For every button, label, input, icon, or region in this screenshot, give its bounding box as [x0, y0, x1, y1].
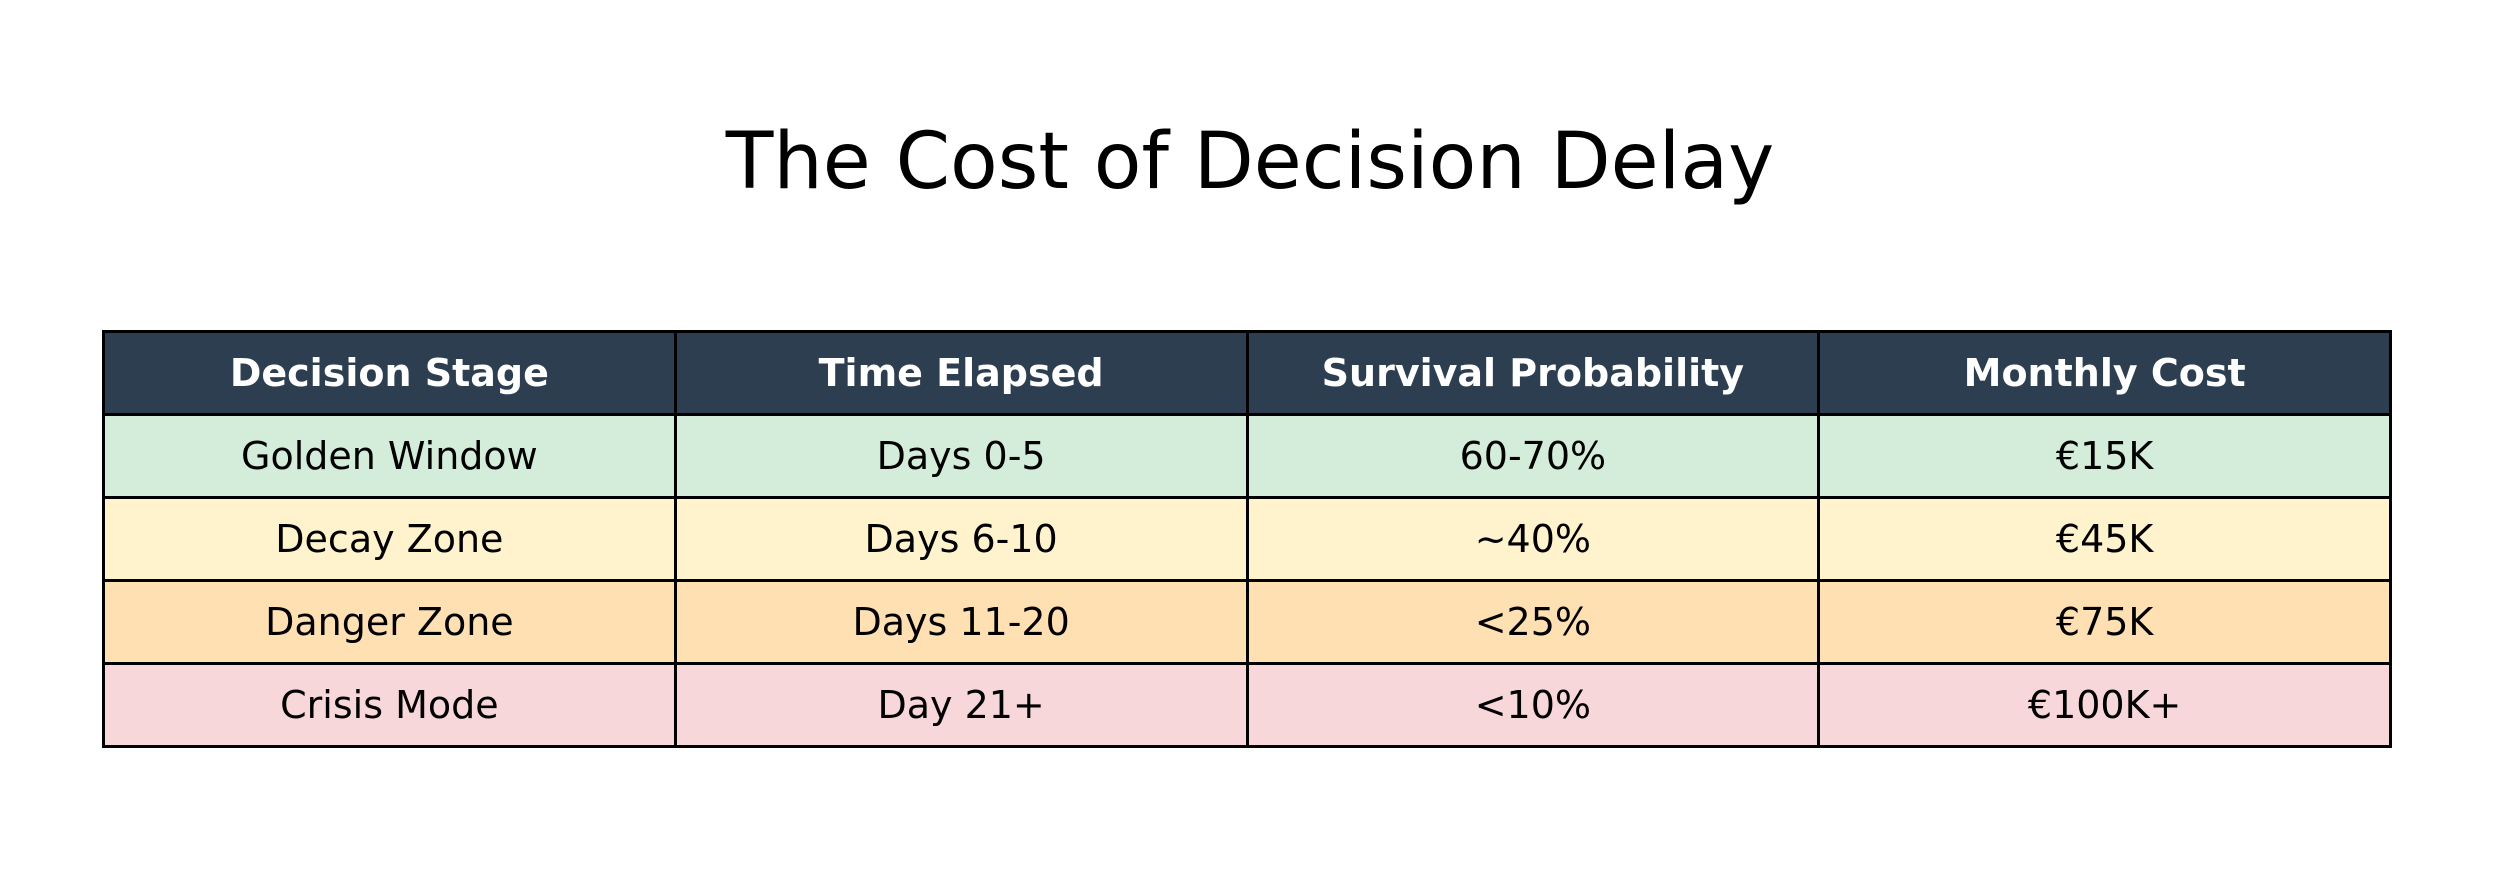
cell-decision-stage: Decay Zone: [102, 496, 677, 582]
cell-monthly-cost: €15K: [1817, 413, 2392, 499]
header-time-elapsed: Time Elapsed: [673, 330, 1249, 416]
table-row-danger-zone: Danger Zone Days 11-20 <25% €75K: [102, 579, 2392, 665]
header-decision-stage: Decision Stage: [102, 330, 677, 416]
cell-time-elapsed: Days 6-10: [673, 496, 1249, 582]
cell-time-elapsed: Days 11-20: [673, 579, 1249, 665]
cell-survival-probability: <25%: [1245, 579, 1821, 665]
header-monthly-cost: Monthly Cost: [1817, 330, 2392, 416]
chart-title: The Cost of Decision Delay: [725, 117, 1775, 207]
cell-time-elapsed: Day 21+: [673, 662, 1249, 748]
header-survival-probability: Survival Probability: [1245, 330, 1821, 416]
cell-survival-probability: 60-70%: [1245, 413, 1821, 499]
cell-survival-probability: ~40%: [1245, 496, 1821, 582]
cell-decision-stage: Danger Zone: [102, 579, 677, 665]
decision-delay-table: Decision Stage Time Elapsed Survival Pro…: [102, 330, 2392, 748]
table-header-row: Decision Stage Time Elapsed Survival Pro…: [102, 330, 2392, 416]
cell-monthly-cost: €45K: [1817, 496, 2392, 582]
cell-monthly-cost: €100K+: [1817, 662, 2392, 748]
cell-decision-stage: Crisis Mode: [102, 662, 677, 748]
table-row-golden-window: Golden Window Days 0-5 60-70% €15K: [102, 413, 2392, 499]
table-row-crisis-mode: Crisis Mode Day 21+ <10% €100K+: [102, 662, 2392, 748]
cell-time-elapsed: Days 0-5: [673, 413, 1249, 499]
table-row-decay-zone: Decay Zone Days 6-10 ~40% €45K: [102, 496, 2392, 582]
cell-decision-stage: Golden Window: [102, 413, 677, 499]
cell-monthly-cost: €75K: [1817, 579, 2392, 665]
cell-survival-probability: <10%: [1245, 662, 1821, 748]
